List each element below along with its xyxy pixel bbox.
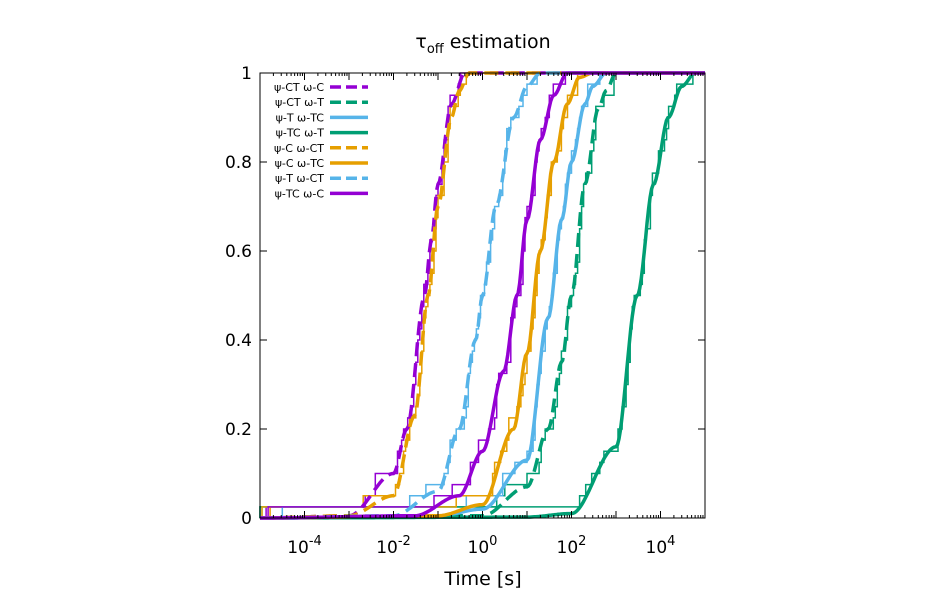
legend-label-psi-t-omega-tc: ψ-T ω-TC [276, 111, 325, 124]
ticks-layer: 0 0.2 0.4 0.6 0.8 1 10-4 10-2 100 102 104 [225, 64, 705, 558]
legend: ψ-CT ω-C ψ-CT ω-T ψ-T ω-TC ψ-TC ω-T ψ-C ω-CT… [274, 81, 368, 200]
x-tick-label: 100 [468, 534, 498, 558]
x-tick-label: 10-4 [287, 534, 322, 558]
x-tick-label: 102 [557, 534, 587, 558]
legend-label-psi-tc-omega-t: ψ-TC ω-T [276, 127, 325, 140]
y-tick-label: 0.4 [225, 331, 252, 351]
legend-label-psi-ct-omega-c: ψ-CT ω-C [274, 81, 324, 94]
legend-label-psi-tc-omega-c: ψ-TC ω-C [275, 187, 325, 200]
y-tick-label: 1 [241, 64, 252, 84]
y-tick-label: 0.6 [225, 242, 252, 262]
x-tick-label: 104 [646, 534, 676, 558]
x-tick-label: 10-2 [376, 534, 411, 558]
legend-label-psi-c-omega-ct: ψ-C ω-CT [274, 142, 324, 155]
x-axis-title: Time [s] [443, 568, 521, 590]
legend-label-psi-ct-omega-t: ψ-CT ω-T [275, 96, 324, 109]
legend-label-psi-t-omega-ct: ψ-T ω-CT [275, 172, 324, 185]
chart-title: τoff estimation [415, 31, 550, 57]
title-rest: estimation [444, 31, 551, 53]
legend-label-psi-c-omega-tc: ψ-C ω-TC [275, 157, 325, 170]
step-psi-tc-omega-c [260, 72, 705, 519]
title-tau: τ [415, 31, 426, 53]
y-tick-label: 0.8 [225, 153, 252, 173]
y-tick-label: 0.2 [225, 420, 252, 440]
title-subscript: off [427, 42, 445, 57]
y-tick-label: 0 [241, 509, 252, 529]
